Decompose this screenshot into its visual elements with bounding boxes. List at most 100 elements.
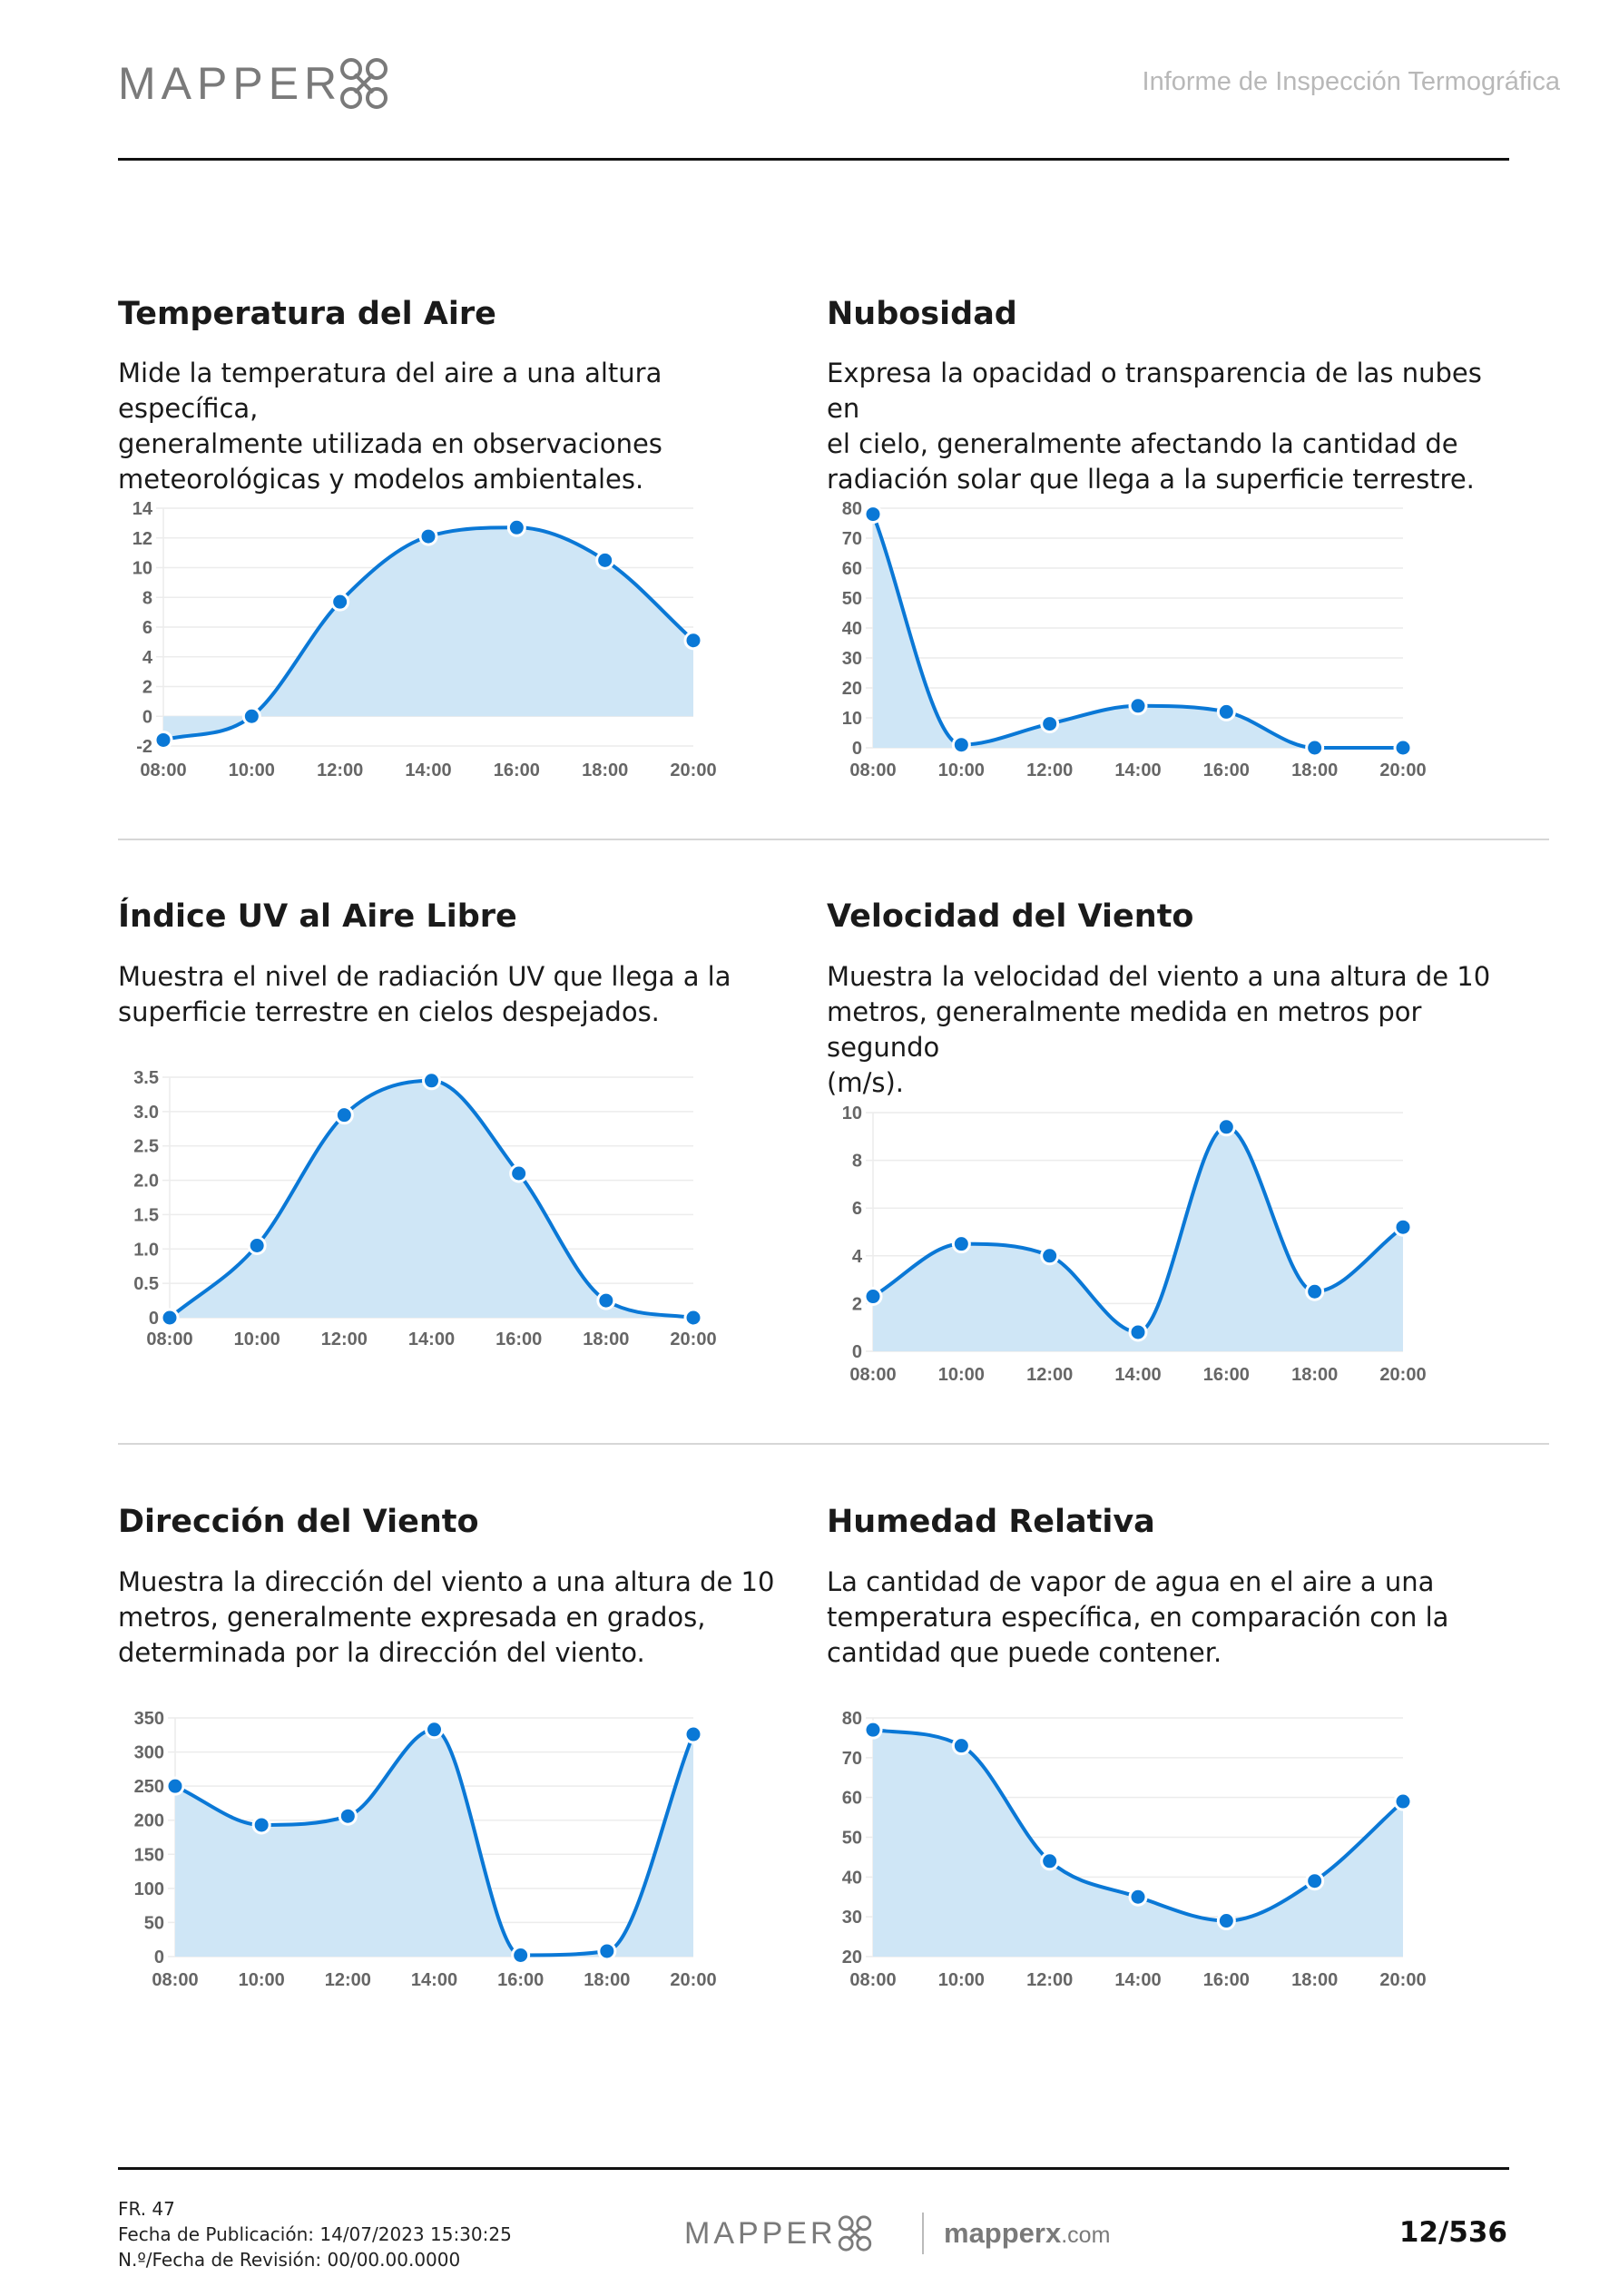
footer-info: FR. 47 Fecha de Publicación: 14/07/2023 … [118,2196,512,2272]
description-line: temperatura específica, en comparación c… [827,1602,1449,1633]
section-description: Muestra la velocidad del viento a una al… [827,959,1498,1101]
y-tick-label: 0.5 [133,1274,159,1294]
area-fill [873,514,1403,748]
description-line: Muestra el nivel de radiación UV que lle… [118,961,731,992]
data-point [251,1815,271,1835]
description-line: Muestra la velocidad del viento a una al… [827,961,1491,992]
x-tick-label: 14:00 [1114,760,1161,780]
x-tick-label: 12:00 [1026,1970,1073,1990]
y-tick-label: 50 [842,1829,862,1849]
x-tick-label: 12:00 [325,1970,371,1990]
y-tick-label: 1.0 [133,1240,159,1260]
y-tick-label: 30 [842,649,862,669]
x-tick-label: 10:00 [938,760,985,780]
data-point [1128,1887,1148,1907]
description-line: superficie terrestre en cielos despejado… [118,996,660,1027]
row-divider [118,839,1549,840]
description-line: radiación solar que llega a la superfici… [827,464,1475,495]
x-tick-label: 16:00 [497,1970,544,1990]
section-description: La cantidad de vapor de agua en el aire … [827,1565,1498,1671]
description-line: La cantidad de vapor de agua en el aire … [827,1566,1435,1597]
x-tick-label: 10:00 [938,1365,985,1385]
area-fill [175,1729,693,1957]
x-tick-label: 10:00 [234,1330,280,1349]
y-tick-label: 100 [134,1879,164,1899]
description-line: cantidad que puede contener. [827,1637,1222,1668]
y-tick-label: 6 [142,618,152,638]
x-tick-label: 16:00 [496,1330,542,1349]
website-link[interactable]: mapperx.com [944,2217,1110,2250]
x-tick-label: 20:00 [670,1330,716,1349]
y-tick-label: 60 [842,559,862,579]
y-tick-label: 14 [132,499,153,519]
y-tick-label: 2.0 [133,1172,159,1192]
y-tick-label: 40 [842,1868,862,1888]
x-tick-label: 18:00 [583,1330,629,1349]
x-tick-label: 10:00 [938,1970,985,1990]
site-name: mapperx [944,2217,1062,2249]
data-point [863,1287,883,1307]
x-tick-label: 14:00 [405,760,451,780]
data-point [597,1941,617,1961]
x-tick-label: 10:00 [229,760,275,780]
area-fill [873,1126,1403,1351]
y-tick-label: 10 [842,709,862,729]
y-tick-label: 30 [842,1908,862,1928]
data-point [1305,1871,1325,1891]
data-point [1128,696,1148,716]
y-tick-label: 20 [842,1948,862,1967]
y-tick-label: 2.5 [133,1137,159,1157]
drone-x-icon [838,2215,871,2252]
revision-date: N.º/Fecha de Revisión: 00/00.00.0000 [118,2249,461,2271]
section-title: Velocidad del Viento [827,898,1194,935]
x-tick-label: 10:00 [239,1970,285,1990]
data-point [241,706,261,726]
data-point [1216,702,1236,721]
data-point [422,1071,441,1091]
y-tick-label: 10 [842,1104,862,1123]
section-description: Muestra el nivel de radiación UV que lle… [118,959,790,1030]
y-tick-label: -2 [136,737,152,757]
section-title: Humedad Relativa [827,1504,1155,1540]
header-rule [118,158,1509,161]
y-tick-label: 200 [134,1811,164,1831]
y-tick-label: 350 [134,1709,164,1729]
data-point [951,1736,971,1756]
y-tick-label: 60 [842,1789,862,1809]
y-tick-label: 3.0 [133,1103,159,1123]
x-tick-label: 18:00 [1291,1970,1338,1990]
x-tick-label: 12:00 [1026,760,1073,780]
section-title: Temperatura del Aire [118,296,496,332]
section-title: Dirección del Viento [118,1504,479,1540]
y-tick-label: 50 [144,1913,164,1933]
y-tick-label: 250 [134,1777,164,1797]
data-point [951,735,971,755]
description-line: Expresa la opacidad o transparencia de l… [827,358,1482,424]
y-tick-label: 0 [154,1948,164,1967]
y-tick-label: 1.5 [133,1205,159,1225]
data-point [863,505,883,525]
section-description: Mide la temperatura del aire a una altur… [118,356,790,497]
x-tick-label: 08:00 [140,760,186,780]
chart-2: 0 10 20 30 40 50 60 70 80 08:00 10:00 12:00 14:00 16:… [842,499,1427,780]
x-tick-label: 18:00 [582,760,628,780]
data-point [247,1236,267,1255]
y-tick-label: 8 [142,588,152,608]
y-tick-label: 6 [852,1199,862,1219]
site-tld: .com [1061,2222,1111,2248]
y-tick-label: 0 [142,707,152,727]
data-point [418,526,438,546]
data-point [951,1234,971,1254]
chart-1: -2 0 2 4 6 8 10 12 14 08:00 10:00 12:00 14:00 16:00 18… [132,499,717,780]
data-point [1040,1246,1060,1266]
footer-logo: MAPPER [684,2214,873,2252]
description-line: meteorológicas y modelos ambientales. [118,464,644,495]
x-tick-label: 18:00 [1291,1365,1338,1385]
y-tick-label: 50 [842,589,862,609]
area-fill [170,1080,693,1318]
header-logo: MAPPER [118,56,389,111]
data-point [160,1308,180,1328]
footer-rule [118,2167,1509,2170]
x-tick-label: 16:00 [1203,1365,1250,1385]
